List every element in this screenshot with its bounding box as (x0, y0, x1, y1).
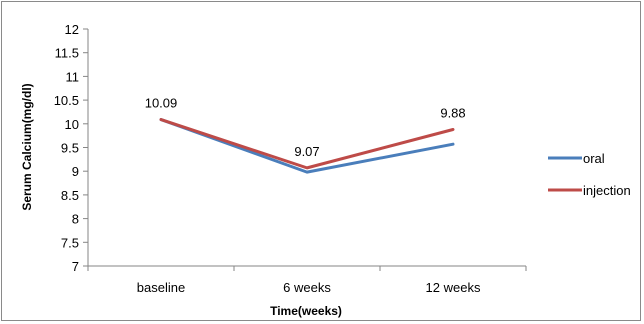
y-tick-label: 8 (72, 212, 79, 227)
y-tick-label: 8.5 (61, 188, 79, 203)
legend-label-oral: oral (583, 151, 605, 166)
data-label: 9.88 (440, 105, 465, 120)
y-axis: 7 7.5 8 8.5 9 9.5 10 10.5 11 11.5 12 (54, 22, 89, 274)
y-tick-label: 10 (65, 117, 79, 132)
data-label: 10.09 (145, 96, 178, 111)
y-tick-label: 12 (65, 22, 79, 37)
y-tick-label: 11 (66, 69, 80, 84)
x-tick-label: 12 weeks (426, 280, 481, 295)
y-tick-label: 9 (72, 164, 79, 179)
legend: oral injection (548, 151, 631, 198)
x-axis: baseline 6 weeks 12 weeks (87, 265, 527, 295)
series-layer (159, 118, 455, 174)
x-tick-label: baseline (137, 280, 185, 295)
data-labels: 10.09 9.07 9.88 (145, 96, 466, 159)
y-tick-label: 7.5 (61, 235, 79, 250)
x-axis-title: Time(weeks) (270, 304, 342, 318)
data-label: 9.07 (294, 144, 319, 159)
y-tick-label: 10.5 (54, 93, 79, 108)
series-line-injection (159, 118, 455, 170)
y-tick-label: 7 (72, 259, 79, 274)
legend-label-injection: injection (583, 183, 631, 198)
y-tick-label: 9.5 (61, 141, 79, 156)
y-axis-title: Serum Calcium(mg/dl) (20, 83, 34, 210)
y-tick-label: 11.5 (55, 46, 79, 61)
x-tick-label: 6 weeks (283, 280, 331, 295)
